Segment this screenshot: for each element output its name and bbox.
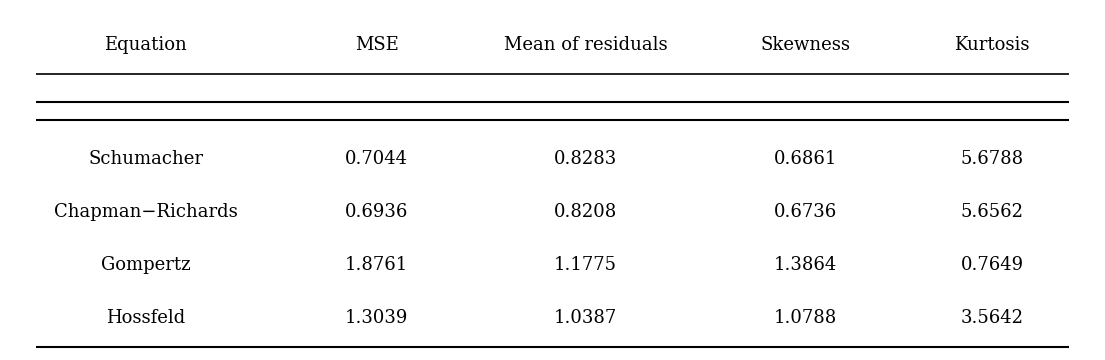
Text: Skewness: Skewness bbox=[760, 36, 851, 54]
Text: 1.3039: 1.3039 bbox=[345, 309, 408, 327]
Text: 5.6788: 5.6788 bbox=[960, 150, 1024, 168]
Text: 1.0387: 1.0387 bbox=[554, 309, 617, 327]
Text: 1.3864: 1.3864 bbox=[774, 256, 836, 274]
Text: 1.1775: 1.1775 bbox=[554, 256, 617, 274]
Text: 5.6562: 5.6562 bbox=[960, 203, 1023, 221]
Text: Schumacher: Schumacher bbox=[88, 150, 203, 168]
Text: 1.8761: 1.8761 bbox=[345, 256, 408, 274]
Text: Equation: Equation bbox=[104, 36, 187, 54]
Text: MSE: MSE bbox=[355, 36, 399, 54]
Text: Mean of residuals: Mean of residuals bbox=[504, 36, 667, 54]
Text: 0.8283: 0.8283 bbox=[554, 150, 617, 168]
Text: Gompertz: Gompertz bbox=[101, 256, 190, 274]
Text: Kurtosis: Kurtosis bbox=[955, 36, 1030, 54]
Text: 0.8208: 0.8208 bbox=[554, 203, 617, 221]
Text: 3.5642: 3.5642 bbox=[960, 309, 1023, 327]
Text: Hossfeld: Hossfeld bbox=[106, 309, 186, 327]
Text: 1.0788: 1.0788 bbox=[774, 309, 836, 327]
Text: 0.7649: 0.7649 bbox=[960, 256, 1024, 274]
Text: 0.6936: 0.6936 bbox=[345, 203, 408, 221]
Text: Chapman−Richards: Chapman−Richards bbox=[54, 203, 238, 221]
Text: 0.6861: 0.6861 bbox=[774, 150, 838, 168]
Text: 0.6736: 0.6736 bbox=[774, 203, 836, 221]
Text: 0.7044: 0.7044 bbox=[345, 150, 408, 168]
